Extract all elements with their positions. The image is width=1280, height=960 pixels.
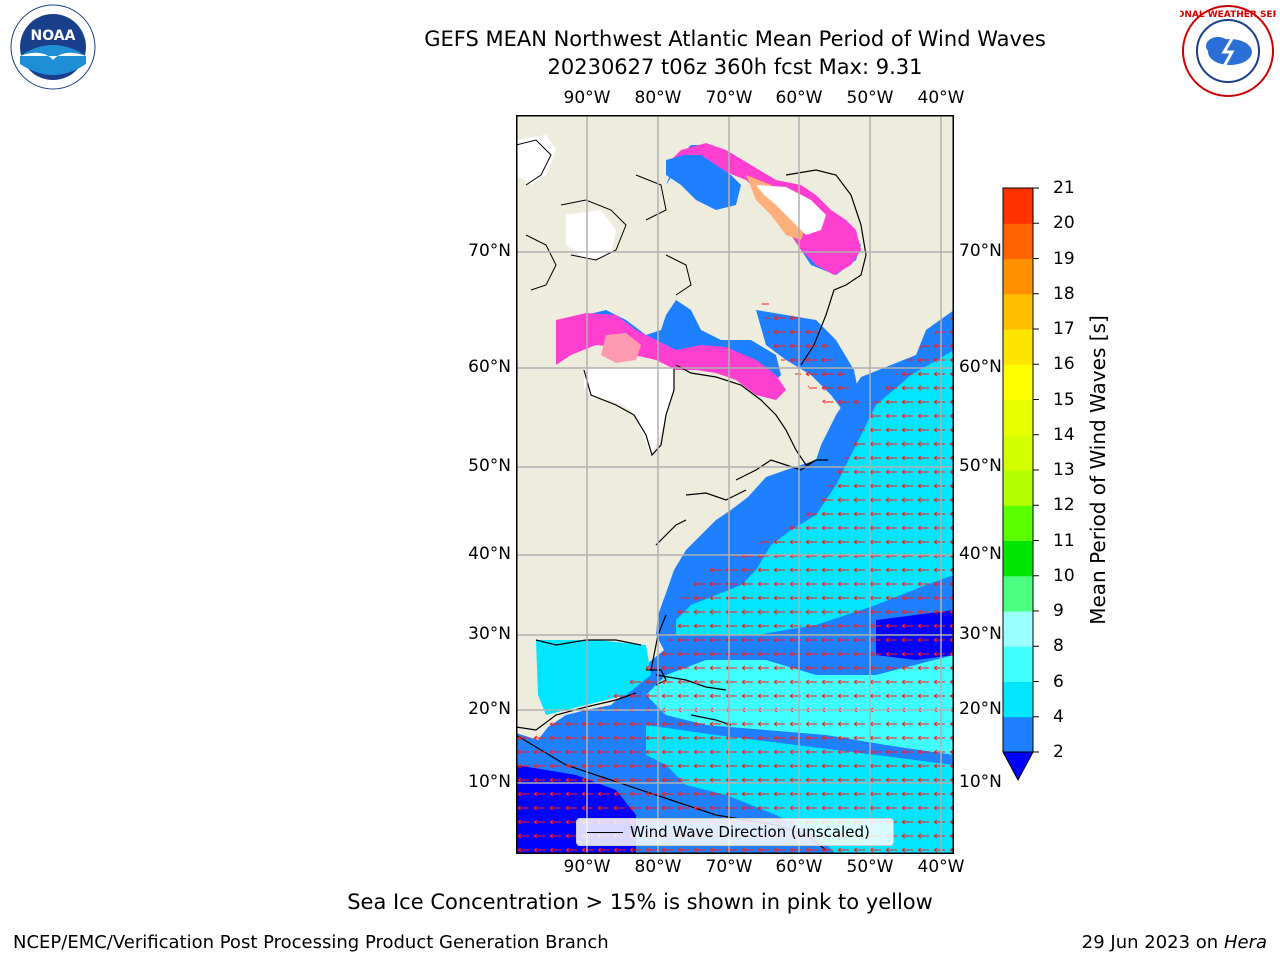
lat-label-left: 30°N: [468, 624, 511, 644]
colorbar-label: Mean Period of Wind Waves [s]: [1086, 315, 1110, 625]
ocean-gulf: [536, 640, 651, 715]
colorbar-bin: [1003, 223, 1033, 259]
footer-date-text: 29 Jun 2023 on: [1081, 932, 1219, 953]
map-legend: Wind Wave Direction (unscaled): [576, 818, 894, 846]
lon-label-top: 50°W: [846, 88, 894, 108]
colorbar-tick-label: 15: [1053, 389, 1075, 410]
footer-host: Hera: [1223, 932, 1267, 953]
colorbar-bin: [1003, 540, 1033, 577]
lon-label-top: 40°W: [917, 88, 965, 108]
colorbar-tick-label: 6: [1053, 671, 1064, 692]
colorbar-tick-label: 18: [1053, 283, 1075, 304]
lon-label-bottom: 70°W: [705, 857, 753, 877]
sea-ice-note: Sea Ice Concentration > 15% is shown in …: [347, 890, 933, 914]
colorbar-bin: [1003, 646, 1033, 682]
lon-label-top: 80°W: [634, 88, 682, 108]
sea-ice-fringe: [666, 155, 741, 210]
colorbar-tick-label: 16: [1053, 354, 1075, 375]
sea-ice-white: [756, 185, 826, 235]
lat-label-left: 60°N: [468, 357, 511, 377]
lat-label-right: 30°N: [959, 624, 1002, 644]
colorbar-bin: [1003, 258, 1033, 295]
colorbar: [1002, 187, 1039, 782]
coastline-arctic: [516, 139, 692, 296]
footer-branch: NCEP/EMC/Verification Post Processing Pr…: [13, 932, 609, 953]
colorbar-tick-label: 21: [1053, 178, 1075, 198]
lat-label-right: 50°N: [959, 456, 1002, 476]
lon-label-bottom: 60°W: [775, 857, 823, 877]
colorbar-tick-label: 2: [1053, 742, 1064, 762]
wind-arrows: [761, 300, 861, 415]
colorbar-tick-label: 13: [1053, 460, 1075, 480]
lat-label-right: 10°N: [959, 772, 1002, 792]
colorbar-tick-label: 20: [1053, 213, 1075, 234]
legend-label: Wind Wave Direction (unscaled): [630, 823, 870, 841]
map-panel[interactable]: [516, 115, 954, 854]
lat-label-left: 70°N: [468, 241, 511, 261]
colorbar-tick-label: 9: [1053, 601, 1064, 621]
colorbar-bin: [1003, 575, 1033, 612]
colorbar-tick-label: 17: [1053, 319, 1075, 339]
lon-label-top: 90°W: [563, 88, 611, 108]
legend-line-swatch: [587, 832, 623, 833]
lon-label-top: 60°W: [775, 88, 823, 108]
chart-title: GEFS MEAN Northwest Atlantic Mean Period…: [424, 27, 1046, 51]
lat-label-left: 40°N: [468, 544, 511, 564]
colorbar-bin: [1003, 716, 1033, 753]
colorbar-bin: [1003, 505, 1033, 541]
svg-text:NOAA: NOAA: [31, 28, 76, 44]
colorbar-under-arrow: [1002, 751, 1034, 782]
coastline-americas: [516, 614, 827, 851]
lon-label-bottom: 90°W: [563, 857, 611, 877]
colorbar-tick-label: 11: [1053, 530, 1075, 551]
lat-label-right: 20°N: [959, 699, 1002, 719]
lat-label-left: 20°N: [468, 699, 511, 719]
coastline-greenland: [785, 169, 867, 366]
colorbar-tick-label: 10: [1053, 565, 1075, 586]
no-data-region: [584, 368, 674, 455]
svg-text:NATIONAL WEATHER SERVICE: NATIONAL WEATHER SERVICE: [1180, 10, 1276, 20]
noaa-logo: NOAA: [10, 4, 96, 90]
lon-label-bottom: 80°W: [634, 857, 682, 877]
colorbar-bin: [1003, 611, 1033, 647]
colorbar-tick-label: 4: [1053, 706, 1064, 727]
colorbar-bin: [1003, 188, 1033, 224]
lat-label-right: 40°N: [959, 544, 1002, 564]
colorbar-bin: [1003, 399, 1033, 436]
lon-label-bottom: 50°W: [846, 857, 894, 877]
no-data-region: [516, 135, 556, 185]
footer-date: 29 Jun 2023 on Hera: [1082, 932, 1267, 953]
chart-subtitle: 20230627 t06z 360h fcst Max: 9.31: [547, 55, 923, 79]
colorbar-bin: [1003, 364, 1033, 400]
colorbar-bin: [1003, 329, 1033, 365]
colorbar-tick-label: 12: [1053, 495, 1075, 516]
colorbar-tick-label: 14: [1053, 424, 1075, 445]
gridlines: [516, 115, 954, 854]
lon-label-bottom: 40°W: [917, 857, 965, 877]
colorbar-tick-label: 19: [1053, 248, 1075, 269]
lat-label-left: 10°N: [468, 772, 511, 792]
lat-label-right: 70°N: [959, 241, 1002, 261]
lat-label-left: 50°N: [468, 456, 511, 476]
sea-ice: [666, 143, 861, 275]
lat-label-right: 60°N: [959, 357, 1002, 377]
nws-logo: NATIONAL WEATHER SERVICE: [1180, 5, 1276, 97]
sea-ice-thick: [601, 333, 641, 363]
colorbar-bin: [1003, 293, 1033, 330]
wind-arrows: [516, 315, 954, 854]
colorbar-bin: [1003, 470, 1033, 506]
colorbar-bin: [1003, 681, 1033, 718]
colorbar-bin: [1003, 434, 1033, 471]
lon-label-top: 70°W: [705, 88, 753, 108]
colorbar-tick-label: 8: [1053, 636, 1064, 657]
no-data-region: [566, 210, 616, 260]
